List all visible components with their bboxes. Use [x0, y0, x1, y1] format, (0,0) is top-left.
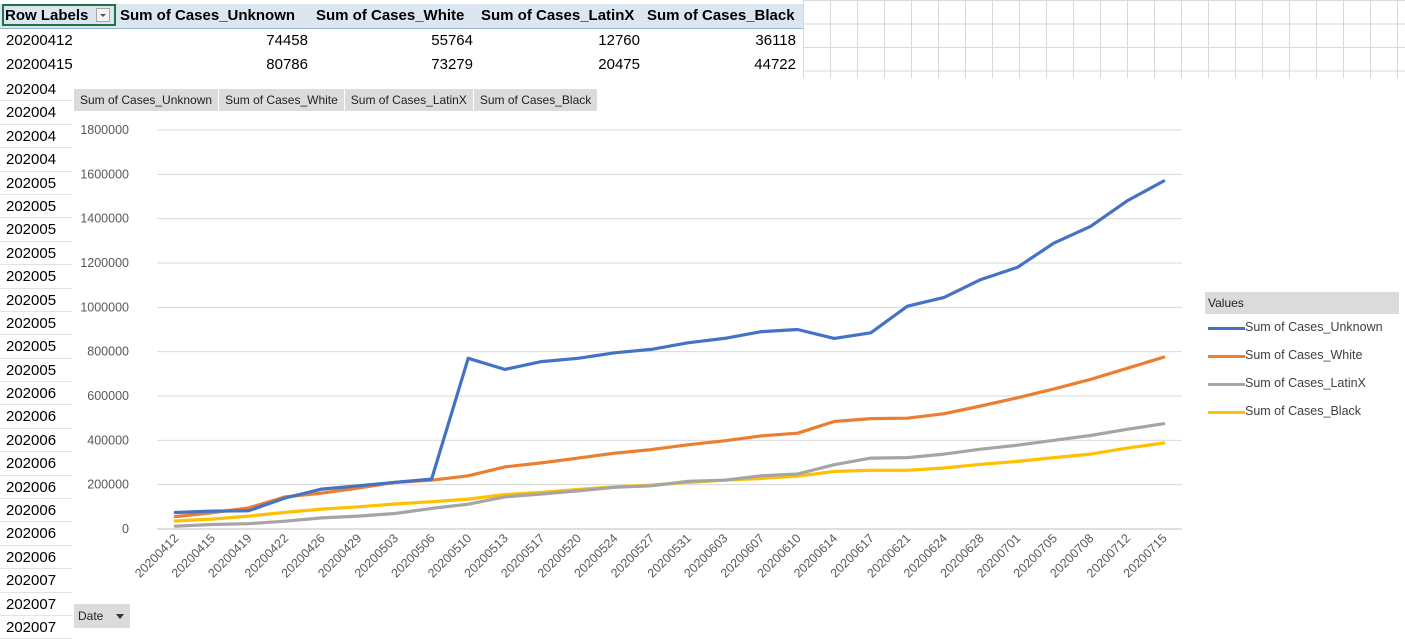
legend-label: Sum of Cases_Black — [1245, 404, 1362, 418]
row-label-truncated[interactable]: 202007 — [0, 569, 72, 593]
worksheet-grid[interactable] — [803, 0, 1405, 78]
field-button-unknown[interactable]: Sum of Cases_Unknown — [74, 89, 220, 111]
row-label-truncated[interactable]: 202006 — [0, 499, 72, 523]
y-tick-label: 1000000 — [80, 300, 129, 314]
legend-label: Sum of Cases_White — [1245, 348, 1363, 362]
row-label-truncated[interactable]: 202005 — [0, 359, 72, 383]
y-tick-label: 200000 — [87, 478, 129, 492]
value-cell-latinx[interactable]: 12760 — [598, 32, 640, 49]
row-label-truncated[interactable]: 202006 — [0, 429, 72, 453]
row-label-cell[interactable]: 20200412 — [6, 32, 73, 49]
row-label-truncated[interactable]: 202006 — [0, 522, 72, 546]
legend-item[interactable]: Sum of Cases_LatinX — [1205, 370, 1399, 398]
row-label-truncated[interactable]: 202005 — [0, 218, 72, 242]
series-line — [173, 355, 1166, 519]
value-cell-black[interactable]: 44722 — [754, 56, 796, 73]
row-label-truncated[interactable]: 202004 — [0, 78, 72, 102]
row-label-truncated[interactable]: 202005 — [0, 242, 72, 266]
row-label-truncated[interactable]: 202006 — [0, 405, 72, 429]
y-tick-label: 400000 — [87, 433, 129, 447]
row-label-truncated[interactable]: 202007 — [0, 593, 72, 616]
field-button-white[interactable]: Sum of Cases_White — [219, 89, 345, 111]
row-label-truncated[interactable]: 202005 — [0, 195, 72, 219]
value-cell-latinx[interactable]: 20475 — [598, 56, 640, 73]
value-cell-unknown[interactable]: 74458 — [266, 32, 308, 49]
legend-label: Sum of Cases_Unknown — [1245, 320, 1383, 334]
row-label-truncated[interactable]: 202006 — [0, 476, 72, 500]
row-labels-header-cell[interactable] — [2, 4, 116, 26]
legend-swatch — [1208, 327, 1245, 330]
legend-item[interactable]: Sum of Cases_Black — [1205, 398, 1399, 426]
row-label-truncated[interactable]: 202006 — [0, 382, 72, 406]
row-labels-column: 202004 202004 202004 202004 202005 202005 2020… — [0, 78, 72, 639]
field-button-black[interactable]: Sum of Cases_Black — [473, 89, 599, 111]
row-labels-filter-dropdown-icon[interactable] — [96, 8, 110, 22]
value-cell-unknown[interactable]: 80786 — [266, 56, 308, 73]
y-tick-label: 1400000 — [80, 212, 129, 226]
pivot-header-black[interactable]: Sum of Cases_Black — [647, 7, 795, 24]
y-tick-label: 1200000 — [80, 256, 129, 270]
y-tick-label: 0 — [122, 522, 129, 536]
legend-title: Values — [1205, 292, 1399, 314]
row-label-truncated[interactable]: 202007 — [0, 616, 72, 639]
y-tick-label: 600000 — [87, 389, 129, 403]
row-label-truncated[interactable]: 202005 — [0, 265, 72, 289]
pivot-header-row-labels: Row Labels — [5, 7, 89, 24]
row-label-truncated[interactable]: 202004 — [0, 101, 72, 125]
series-line — [173, 422, 1166, 528]
row-label-truncated[interactable]: 202005 — [0, 312, 72, 336]
series-line — [173, 179, 1166, 515]
pivot-header-unknown[interactable]: Sum of Cases_Unknown — [120, 7, 296, 24]
row-label-truncated[interactable]: 202006 — [0, 546, 72, 570]
chart-plot-area[interactable]: 0 200000 400000 600000 800000 1000000 1200000 1… — [72, 82, 1405, 639]
legend-item[interactable]: Sum of Cases_White — [1205, 342, 1399, 370]
row-label-truncated[interactable]: 202005 — [0, 289, 72, 312]
pivot-header-row: Row Labels Sum of Cases_Unknown Sum of C… — [0, 4, 803, 29]
row-label-truncated[interactable]: 202004 — [0, 148, 72, 172]
pivot-header-white[interactable]: Sum of Cases_White — [316, 7, 465, 24]
pivot-chart[interactable]: 0 200000 400000 600000 800000 1000000 1200000 1… — [72, 82, 1405, 639]
date-axis-field-button[interactable]: Date — [74, 604, 130, 628]
y-tick-label: 1600000 — [80, 167, 129, 181]
value-cell-white[interactable]: 73279 — [431, 56, 473, 73]
table-row: 20200412 74458 55764 12760 36118 — [0, 29, 803, 53]
row-label-truncated[interactable]: 202006 — [0, 452, 72, 476]
pivot-header-latinx[interactable]: Sum of Cases_LatinX — [481, 7, 635, 24]
field-button-latinx[interactable]: Sum of Cases_LatinX — [344, 89, 474, 111]
value-cell-black[interactable]: 36118 — [755, 32, 796, 49]
chart-value-field-buttons: Sum of Cases_Unknown Sum of Cases_White … — [74, 89, 599, 111]
row-label-truncated[interactable]: 202005 — [0, 172, 72, 195]
legend-swatch — [1208, 355, 1245, 358]
legend-item[interactable]: Sum of Cases_Unknown — [1205, 314, 1399, 342]
row-label-truncated[interactable]: 202005 — [0, 335, 72, 359]
row-label-cell[interactable]: 20200415 — [6, 56, 73, 73]
chart-legend[interactable]: Values Sum of Cases_Unknown Sum of Cases_… — [1205, 292, 1399, 426]
dropdown-arrow-icon — [116, 614, 124, 619]
legend-label: Sum of Cases_LatinX — [1245, 376, 1366, 390]
legend-swatch — [1208, 411, 1245, 414]
y-tick-label: 1800000 — [80, 123, 129, 137]
y-tick-label: 800000 — [87, 345, 129, 359]
row-label-truncated[interactable]: 202004 — [0, 125, 72, 149]
date-field-label: Date — [78, 609, 104, 623]
table-row: 20200415 80786 73279 20475 44722 — [0, 53, 803, 77]
value-cell-white[interactable]: 55764 — [431, 32, 473, 49]
legend-swatch — [1208, 383, 1245, 386]
